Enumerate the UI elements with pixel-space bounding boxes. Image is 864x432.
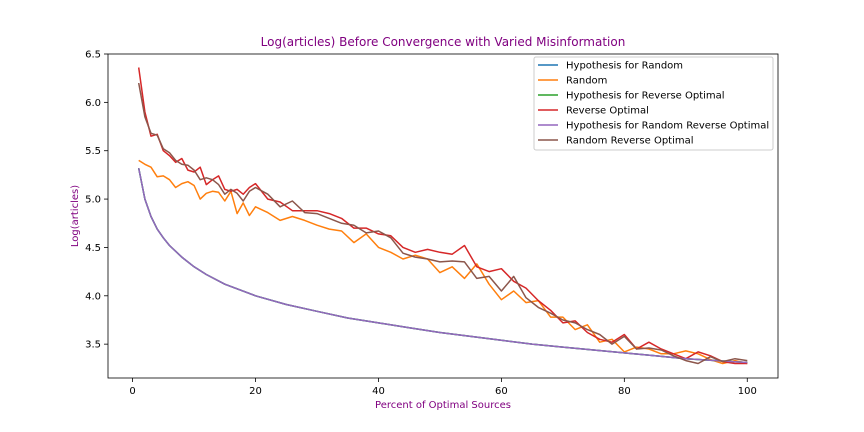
y-tick-label: 3.5 (85, 340, 101, 351)
legend-item-label: Random (566, 76, 607, 87)
legend-item-label: Hypothesis for Random Reverse Optimal (566, 121, 769, 132)
x-tick-label: 80 (618, 386, 631, 397)
x-tick-label: 100 (738, 386, 757, 397)
y-axis-label: Log(articles) (70, 185, 81, 247)
legend-item-label: Random Reverse Optimal (566, 136, 694, 147)
legend-item-label: Hypothesis for Random (566, 61, 683, 72)
x-axis: 0 20 40 60 80 100 (129, 378, 757, 397)
y-tick-label: 6.0 (85, 98, 101, 109)
legend: Hypothesis for Random Random Hypothesis fo… (533, 56, 774, 151)
y-tick-label: 4.0 (85, 291, 101, 302)
y-tick-label: 6.5 (85, 50, 101, 61)
x-axis-label: Percent of Optimal Sources (375, 400, 511, 411)
axes-frame (107, 53, 779, 379)
x-tick-label: 60 (495, 386, 508, 397)
y-tick-label: 4.5 (85, 243, 101, 254)
legend-item-label: Reverse Optimal (566, 106, 649, 117)
series-line-hypothesis-for-random-reverse-optimal (137, 167, 748, 364)
legend-box (533, 56, 774, 151)
plot-area (137, 67, 748, 365)
series-line-random (138, 159, 748, 365)
y-tick-label: 5.5 (85, 146, 101, 157)
series-line-random-reverse-optimal (137, 82, 748, 365)
x-tick-label: 20 (249, 386, 262, 397)
chart-title: Log(articles) Before Convergence with Va… (261, 35, 626, 49)
y-axis: 3.5 4.0 4.5 5.0 5.5 6.0 6.5 (85, 50, 108, 351)
x-tick-label: 0 (129, 386, 135, 397)
x-tick-label: 40 (372, 386, 385, 397)
legend-item-label: Hypothesis for Reverse Optimal (566, 91, 725, 102)
y-tick-label: 5.0 (85, 195, 101, 206)
